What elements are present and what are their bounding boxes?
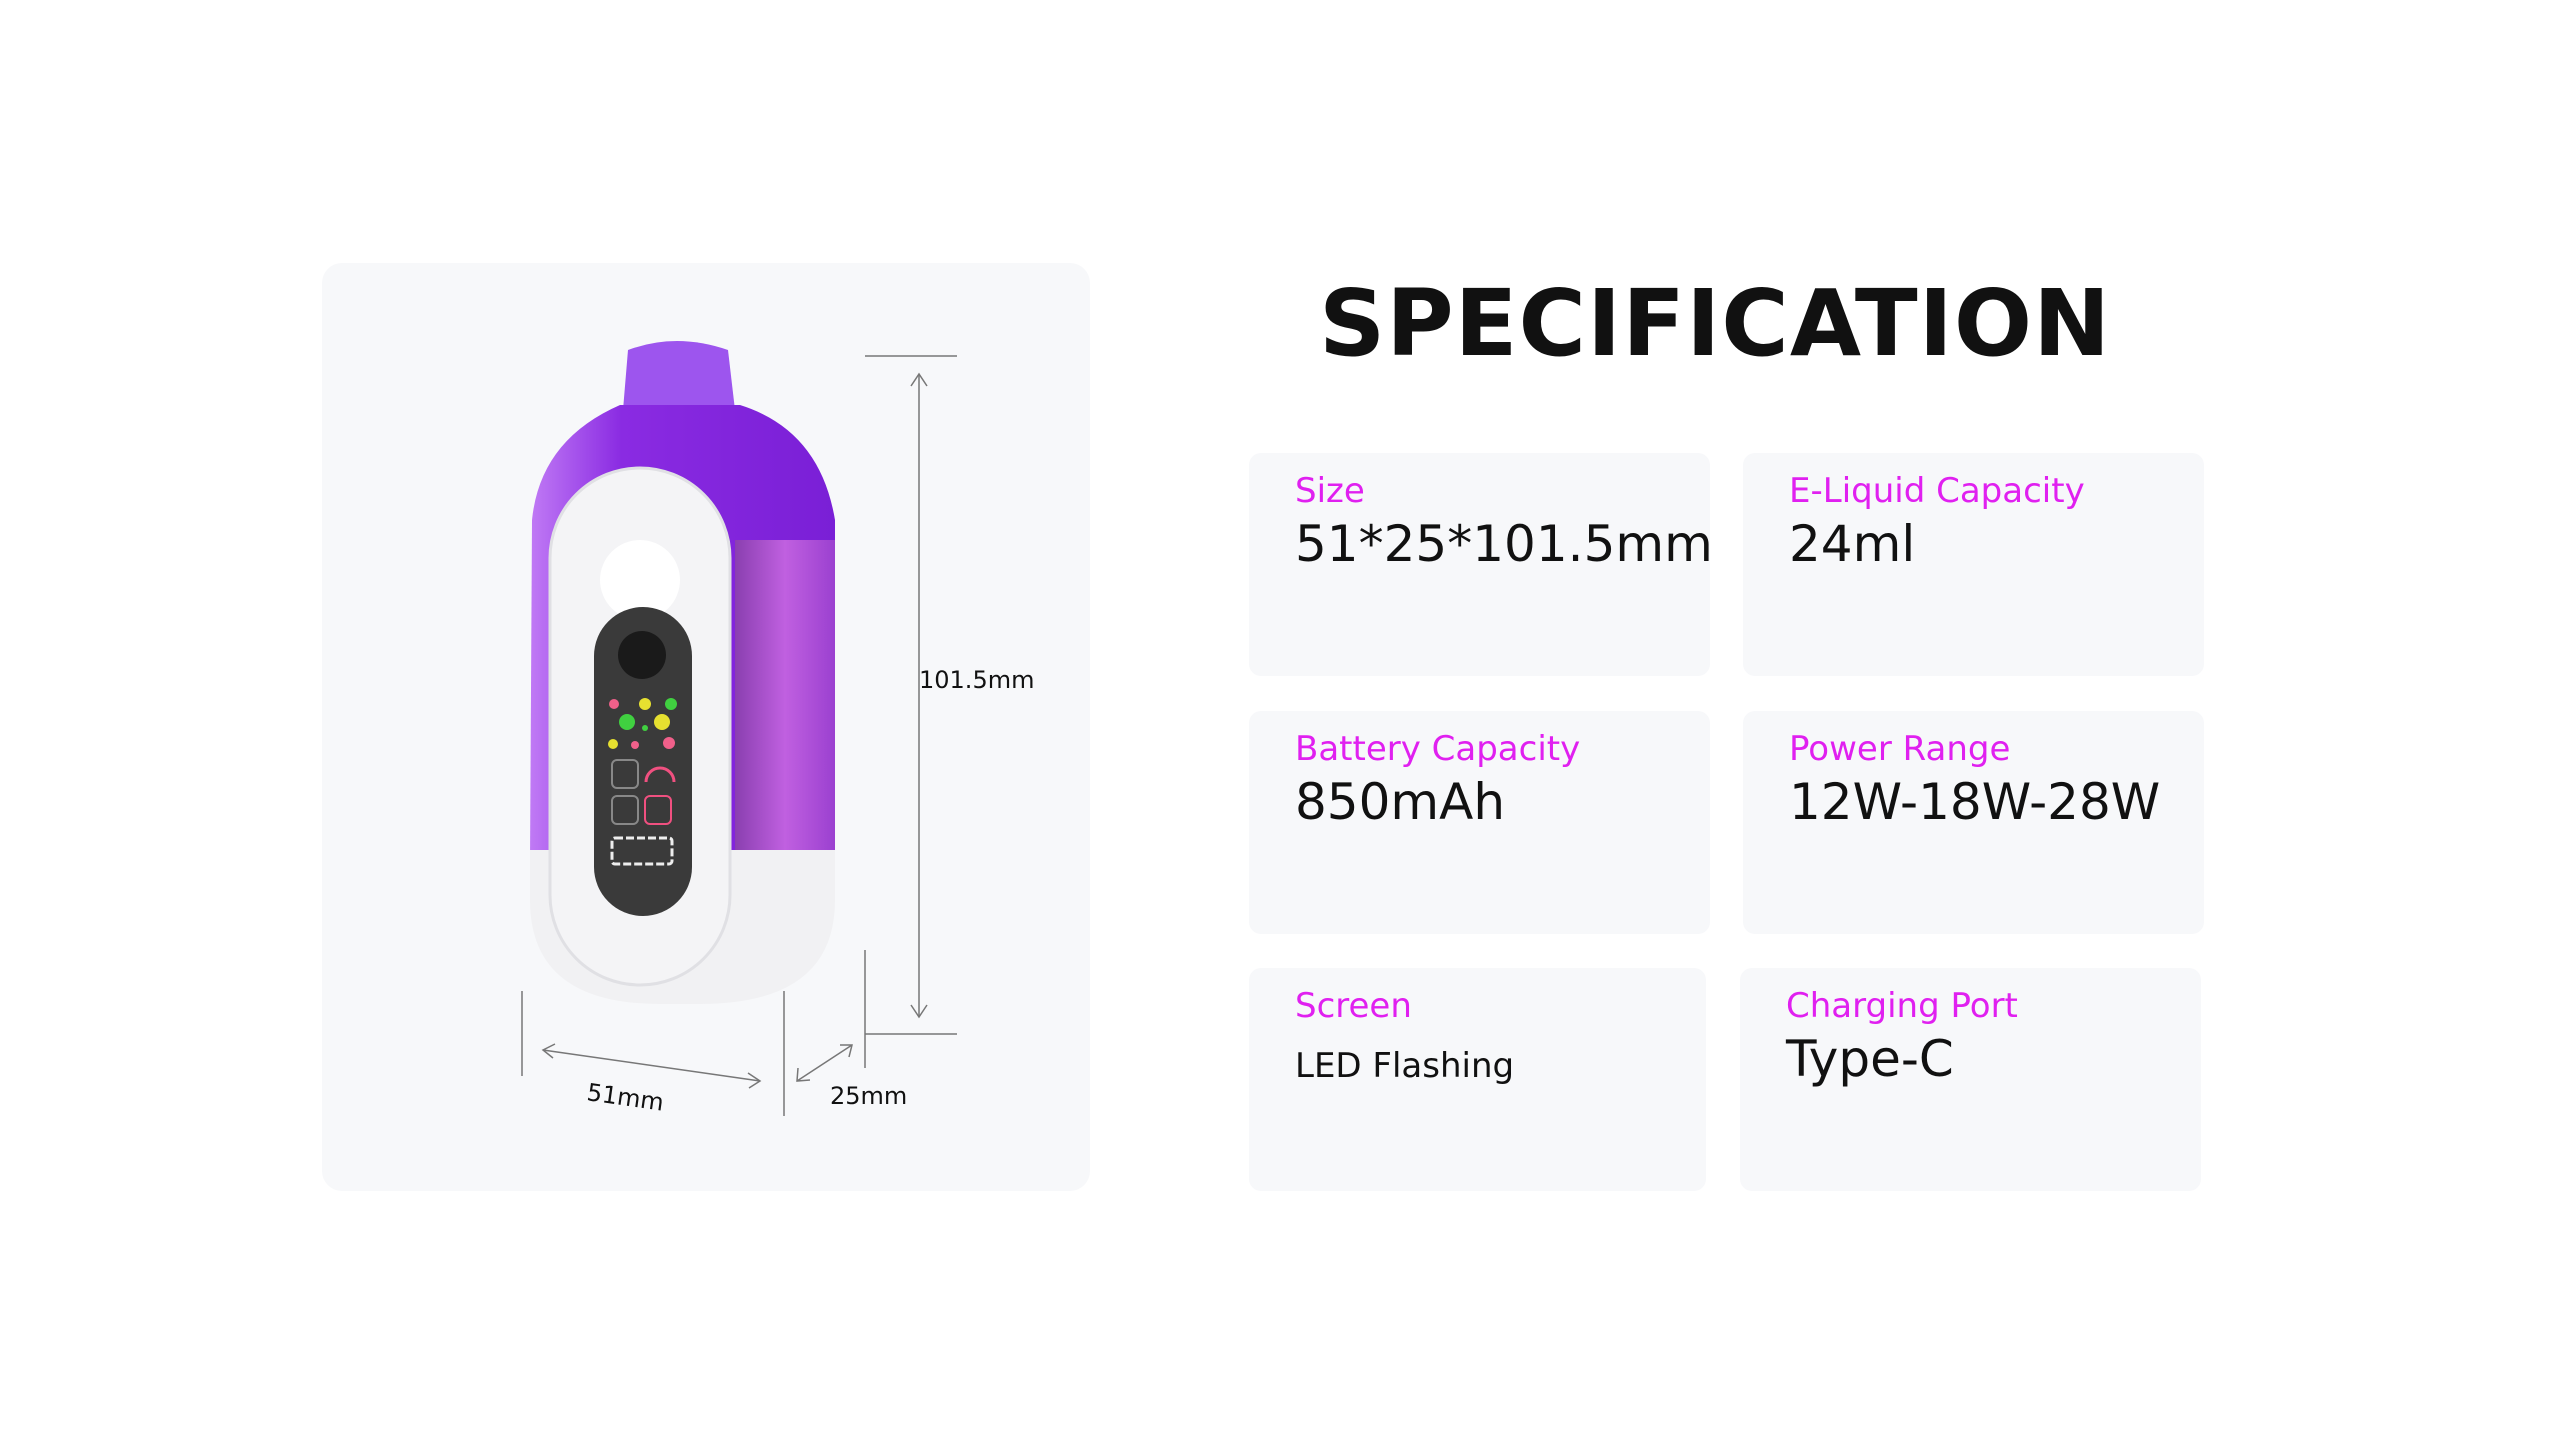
spec-card-screen: Screen LED Flashing	[1249, 968, 1706, 1191]
spec-card-charging: Charging Port Type-C	[1740, 968, 2201, 1191]
spec-value: LED Flashing	[1295, 1046, 1515, 1086]
spec-label: Power Range	[1789, 729, 2011, 769]
spec-value: 24ml	[1789, 515, 1916, 573]
power-12w-indicator	[611, 759, 639, 789]
spec-label: Charging Port	[1786, 986, 2018, 1026]
spec-value: Type-C	[1786, 1030, 1954, 1088]
spec-value: 850mAh	[1295, 773, 1506, 831]
spec-card-size: Size 51*25*101.5mm	[1249, 453, 1713, 676]
battery-percent-display	[610, 836, 674, 866]
dimension-lines	[521, 355, 957, 1116]
vape-device	[530, 341, 835, 1004]
spec-card-power: Power Range 12W-18W-28W	[1743, 711, 2204, 934]
spec-card-battery: Battery Capacity 850mAh	[1249, 711, 1710, 934]
spec-label: Battery Capacity	[1295, 729, 1581, 769]
spec-label: Size	[1295, 471, 1365, 511]
spec-label: E-Liquid Capacity	[1789, 471, 2085, 511]
power-18w-indicator	[611, 795, 639, 825]
screen-dots	[608, 698, 677, 749]
page-title: SPECIFICATION	[1318, 270, 2112, 377]
spec-value: 51*25*101.5mm	[1295, 515, 1713, 573]
liquid-tank	[735, 540, 835, 860]
button-icon	[618, 631, 666, 679]
depth-dimension-label: 25mm	[830, 1082, 907, 1110]
spec-value: 12W-18W-28W	[1789, 773, 2161, 831]
width-dimension-label: 51mm	[585, 1078, 665, 1116]
spec-card-e-liquid: E-Liquid Capacity 24ml	[1743, 453, 2204, 676]
mouthpiece	[623, 341, 735, 410]
height-dimension-label: 101.5mm	[919, 666, 1034, 694]
spec-label: Screen	[1295, 986, 1412, 1026]
signal-icon	[644, 766, 676, 783]
power-25w-indicator	[644, 795, 672, 825]
ring-hole	[600, 540, 680, 620]
